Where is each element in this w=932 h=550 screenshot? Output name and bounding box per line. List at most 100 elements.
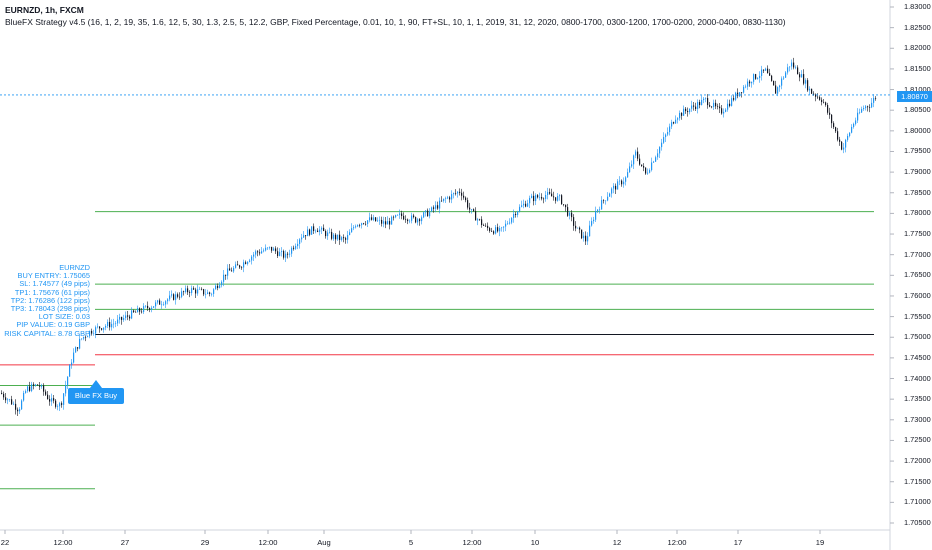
candle-body	[335, 234, 337, 240]
candle-body	[639, 158, 641, 165]
price-tick-label: 1.76500	[904, 270, 931, 280]
price-tick-label: 1.82500	[904, 22, 931, 32]
price-tick-label: 1.72500	[904, 435, 931, 445]
candle-body	[453, 193, 455, 195]
candle-body	[9, 399, 11, 400]
buy-signal-label[interactable]: Blue FX Buy	[68, 388, 124, 404]
candle-body	[737, 92, 739, 97]
price-tick-label: 1.83000	[904, 2, 931, 11]
candle-body	[75, 347, 77, 353]
candle-body	[373, 217, 375, 220]
candle-body	[425, 210, 427, 213]
candle-body	[343, 237, 345, 239]
candle-body	[309, 229, 311, 235]
candle-body	[67, 376, 69, 386]
candle-body	[477, 219, 479, 221]
candle-body	[17, 409, 19, 412]
candle-body	[55, 400, 57, 407]
candle-body	[569, 212, 571, 216]
candle-body	[129, 316, 131, 319]
candle-body	[87, 336, 89, 338]
candle-body	[829, 112, 831, 115]
candle-body	[349, 232, 351, 236]
candle-body	[699, 102, 701, 106]
candle-body	[603, 200, 605, 201]
price-tick-label: 1.81000	[904, 84, 931, 94]
candle-body	[371, 217, 373, 220]
candle-body	[471, 209, 473, 210]
candle-body	[751, 81, 753, 84]
candle-body	[745, 86, 747, 88]
candle-body	[687, 111, 689, 113]
candle-body	[645, 167, 647, 174]
candle-body	[759, 75, 761, 78]
candle-body	[447, 197, 449, 199]
candle-body	[183, 291, 185, 293]
candle-body	[551, 193, 553, 197]
candle-body	[59, 403, 61, 407]
candle-body	[763, 69, 765, 71]
candle-body	[347, 235, 349, 240]
candle-body	[77, 347, 79, 349]
candle-body	[105, 325, 107, 328]
candle-body	[583, 235, 585, 239]
info-line: LOT SIZE: 0.03	[38, 312, 90, 322]
candle-body	[63, 393, 65, 405]
candle-body	[499, 228, 501, 232]
candle-body	[297, 243, 299, 247]
candle-body	[287, 253, 289, 255]
time-tick-label: 5	[408, 538, 414, 547]
candle-body	[677, 118, 679, 120]
candle-body	[539, 197, 541, 198]
candle-body	[153, 306, 155, 308]
candle-body	[159, 300, 161, 305]
candle-body	[23, 392, 25, 401]
candle-body	[547, 192, 549, 195]
candle-body	[657, 153, 659, 158]
candle-body	[403, 215, 405, 220]
candle-body	[635, 151, 637, 156]
candle-body	[695, 106, 697, 109]
candle-body	[435, 205, 437, 209]
candle-body	[455, 193, 457, 194]
candle-body	[51, 398, 53, 402]
candle-series	[1, 57, 877, 417]
price-tick-label: 1.76000	[904, 290, 931, 300]
candle-body	[265, 247, 267, 251]
strategy-legend[interactable]: BlueFX Strategy v4.5 (16, 1, 2, 19, 35, …	[5, 17, 786, 27]
candle-body	[509, 222, 511, 224]
info-line: EURNZD	[59, 263, 90, 272]
candle-body	[669, 126, 671, 133]
candle-body	[295, 246, 297, 249]
candle-body	[831, 114, 833, 124]
candle-body	[651, 162, 653, 171]
candle-body	[481, 219, 483, 226]
candle-body	[175, 294, 177, 300]
candle-body	[511, 217, 513, 223]
candle-body	[131, 310, 133, 319]
candle-body	[207, 292, 209, 295]
candle-body	[245, 262, 247, 264]
candle-body	[71, 362, 73, 366]
candle-body	[597, 209, 599, 211]
price-tick-label: 1.80000	[904, 125, 931, 135]
info-line: TP3: 1.78043 (298 pips)	[10, 304, 90, 314]
candle-body	[53, 398, 55, 401]
candle-body	[445, 198, 447, 199]
candle-body	[487, 225, 489, 229]
candle-body	[123, 317, 125, 320]
candle-body	[109, 321, 111, 328]
candle-body	[35, 384, 37, 386]
candle-body	[623, 181, 625, 185]
candle-body	[147, 305, 149, 309]
symbol-title[interactable]: EURNZD, 1h, FXCM	[5, 5, 84, 15]
candle-body	[353, 227, 355, 229]
candle-body	[647, 172, 649, 174]
candle-body	[1, 392, 3, 394]
time-tick-label: 12:00	[53, 538, 73, 547]
candle-body	[577, 227, 579, 229]
candle-body	[119, 316, 121, 320]
price-tick-label: 1.77000	[904, 249, 931, 259]
candle-body	[439, 200, 441, 209]
